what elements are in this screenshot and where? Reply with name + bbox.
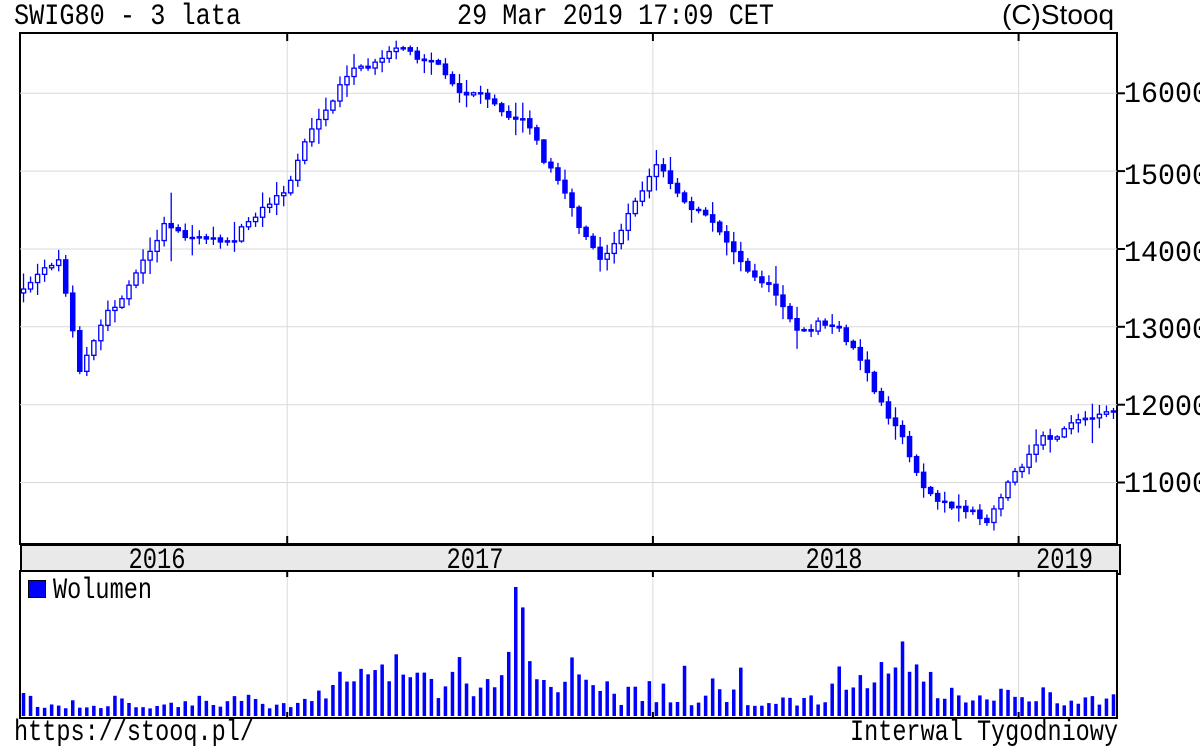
svg-text:Interwal Tygodniowy: Interwal Tygodniowy	[850, 716, 1118, 750]
svg-text:https://stooq.pl/: https://stooq.pl/	[14, 716, 254, 750]
svg-text:Wolumen: Wolumen	[53, 574, 152, 608]
svg-text:11000: 11000	[1124, 468, 1200, 502]
svg-text:15000: 15000	[1124, 160, 1200, 194]
svg-text:16000: 16000	[1124, 78, 1200, 112]
svg-text:14000: 14000	[1124, 237, 1200, 271]
svg-text:13000: 13000	[1124, 314, 1200, 348]
svg-text:12000: 12000	[1124, 391, 1200, 425]
